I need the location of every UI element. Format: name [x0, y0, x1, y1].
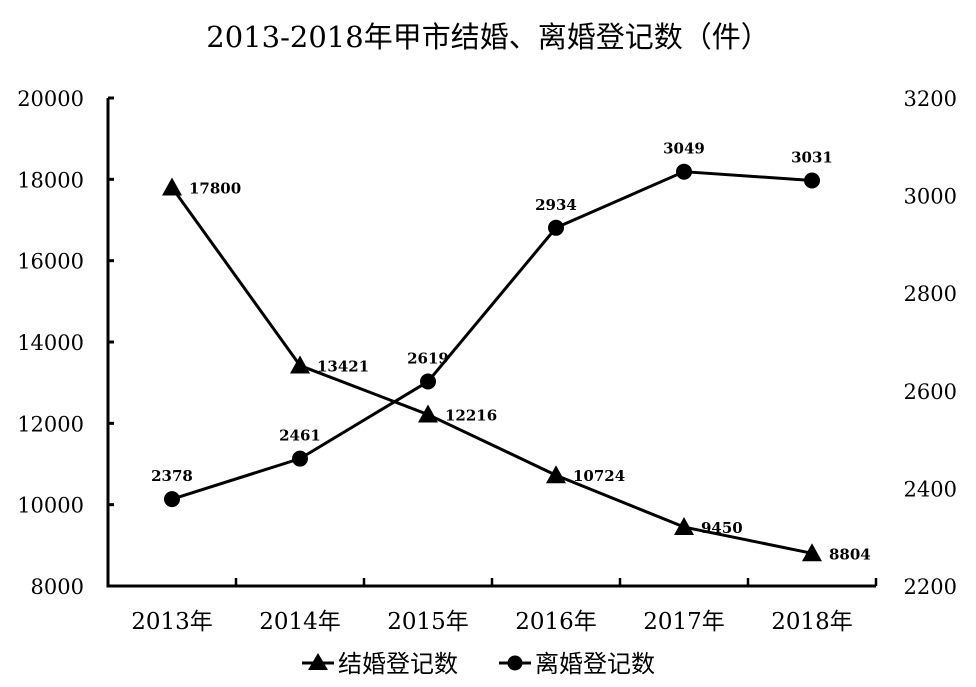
left-axis-tick-label: 20000 [17, 87, 84, 111]
data-label: 2378 [151, 467, 193, 485]
left-axis-tick-label: 16000 [17, 250, 84, 274]
left-axis-tick-label: 10000 [17, 494, 84, 518]
x-axis-category-label: 2017年 [643, 609, 725, 635]
legend-label: 结婚登记数 [338, 650, 458, 678]
circle-marker-icon [804, 172, 820, 189]
legend-circle-icon [507, 655, 523, 671]
data-label: 3049 [663, 140, 705, 158]
left-axis-tick-label: 14000 [17, 331, 84, 355]
circle-marker-icon [420, 373, 436, 390]
x-axis-category-label: 2013年 [131, 609, 213, 635]
data-label: 2619 [407, 350, 449, 368]
right-axis-tick-label: 3200 [904, 87, 957, 111]
right-axis-tick-label: 2600 [904, 380, 957, 404]
circle-marker-icon [676, 163, 692, 180]
x-axis-category-label: 2018年 [771, 609, 853, 635]
data-label: 13421 [317, 358, 369, 376]
data-label: 2934 [535, 196, 577, 214]
triangle-marker-icon [418, 404, 438, 423]
right-axis-tick-label: 2800 [904, 282, 957, 306]
data-label: 3031 [791, 148, 833, 166]
triangle-marker-icon [162, 177, 182, 196]
circle-marker-icon [548, 219, 564, 236]
marriage-line [170, 186, 813, 555]
data-label: 12216 [445, 407, 497, 425]
x-axis-category-label: 2014年 [259, 609, 341, 635]
right-axis-tick-label: 3000 [904, 185, 957, 209]
data-label: 8804 [829, 545, 871, 563]
circle-marker-icon [292, 450, 308, 467]
legend-label: 离婚登记数 [535, 650, 655, 678]
triangle-marker-icon [290, 355, 310, 374]
data-label: 9450 [701, 519, 743, 537]
triangle-marker-icon [546, 465, 566, 484]
chart-title: 2013-2018年甲市结婚、离婚登记数（件） [206, 20, 770, 54]
left-axis-tick-label: 12000 [17, 412, 84, 436]
legend-triangle-icon [308, 653, 328, 670]
data-label: 10724 [573, 467, 625, 485]
data-label: 17800 [189, 179, 241, 197]
x-axis-category-label: 2016年 [515, 609, 597, 635]
right-axis-tick-label: 2400 [904, 477, 957, 501]
left-axis-tick-label: 18000 [17, 168, 84, 192]
x-axis-category-label: 2015年 [387, 609, 469, 635]
divorce-line [171, 170, 813, 501]
right-axis-tick-label: 2200 [904, 575, 957, 599]
circle-marker-icon [164, 491, 180, 508]
triangle-marker-icon [802, 543, 822, 562]
triangle-marker-icon [674, 517, 694, 536]
data-label: 2461 [279, 427, 321, 445]
left-axis-tick-label: 8000 [31, 575, 84, 599]
